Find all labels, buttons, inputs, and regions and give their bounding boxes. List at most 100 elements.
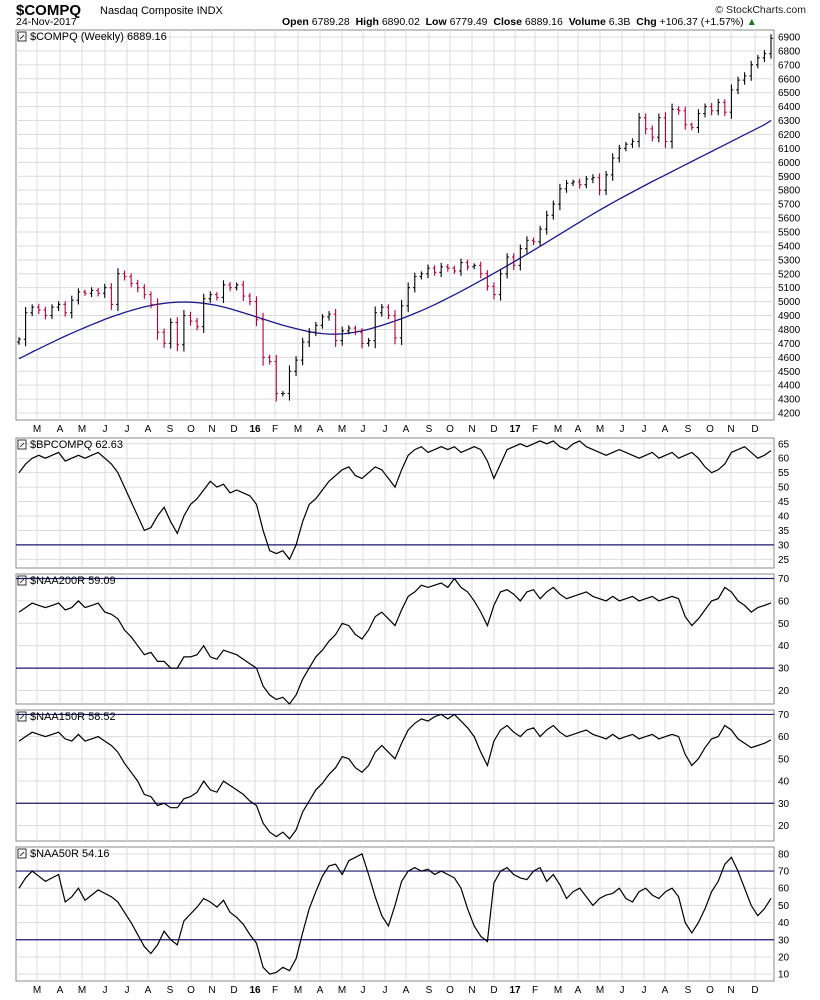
site-credit[interactable]: © StockCharts.com [715,4,806,16]
price-bar [142,284,147,299]
y-tick-label: 30 [778,664,790,675]
x-tick-label: D [751,985,758,996]
price-bar [577,178,582,189]
price-bar [604,171,608,195]
panel-frame [15,709,775,842]
y-tick-label: 50 [778,619,790,630]
x-tick-label: J [620,424,625,435]
price-bar [274,354,279,402]
y-tick-label: 4800 [778,325,801,336]
price-bar [386,304,391,320]
price-bar [696,109,701,133]
y-tick-label: 5000 [778,297,801,308]
price-bar [459,258,463,276]
y-tick-label: 6400 [778,102,801,113]
price-bar [716,98,721,116]
y-tick-label: 5400 [778,241,801,252]
price-bar [182,310,186,352]
price-bar [584,176,589,189]
price-bar [419,271,424,280]
price-bar [267,354,272,365]
price-bar [551,200,556,220]
price-bar [670,103,674,149]
panel-legend: $NAA150R 58.52 [17,711,116,723]
up-arrow-icon: ▲ [746,16,757,28]
low-label: Low [425,16,447,28]
price-bar [294,356,298,377]
x-tick-label: A [317,985,324,996]
y-tick-label: 50 [778,483,790,494]
price-bar [630,138,635,148]
legend-label: $NAA150R 58.52 [30,711,116,723]
y-tick-label: 35 [778,526,790,537]
price-bar [188,311,193,326]
price-bar [129,273,133,288]
x-tick-label: D [490,985,497,996]
y-tick-label: 5200 [778,269,801,280]
price-bar [327,311,331,321]
y-tick-label: 70 [778,867,790,878]
price-bar [83,289,87,296]
y-tick-label: 4500 [778,367,801,378]
price-bar [116,268,120,312]
x-tick-label: F [272,424,278,435]
high-value: 6890.02 [381,16,420,28]
y-tick-label: 4900 [778,311,801,322]
price-bar [69,295,74,319]
legend-label: $COMPQ (Weekly) 6889.16 [30,31,167,43]
price-bar [175,317,180,352]
x-tick-label: J [642,424,647,435]
x-tick-label: J [642,985,647,996]
quote-summary: Open 6789.28 High 6890.02 Low 6779.49 Cl… [282,16,757,28]
x-tick-label: A [317,424,324,435]
x-tick-label: M [294,985,302,996]
x-tick-label: A [403,424,410,435]
x-tick-label: J [383,985,388,996]
price-bar [657,113,661,143]
x-tick-label: S [167,985,174,996]
x-tick-label: A [145,424,152,435]
price-bar [281,391,285,397]
y-tick-label: 10 [778,970,790,981]
panel-indicator-4: 10 20 30 40 50 60 70 80 $NAA50R 54.16 [15,846,790,982]
y-tick-label: 70 [778,574,790,585]
y-tick-label: 55 [778,468,790,479]
price-bar [492,282,496,300]
indicator-line [18,577,772,705]
price-bar [736,76,740,95]
x-tick-label: S [167,424,174,435]
price-bar [261,312,265,366]
price-bar [498,268,503,301]
y-tick-label: 6000 [778,158,801,169]
y-tick-label: 5900 [778,172,801,183]
x-tick-label: D [490,424,497,435]
price-bar [452,265,457,274]
x-tick-label: O [187,985,195,996]
price-bar [23,307,28,347]
price-bar [340,326,345,346]
volume-label: Volume [568,16,606,28]
x-tick-label: N [468,985,475,996]
price-bar [729,84,734,119]
x-tick-label: O [446,424,454,435]
price-bar [300,337,305,366]
x-axis-bottom: M A M J J A S O N D 16 F M A M J J A S O N D 17 F M A M J J A S O N D [33,985,759,996]
price-bar [333,308,338,347]
price-bar [287,365,292,401]
x-tick-label: A [57,424,64,435]
y-tick-label: 60 [778,596,790,607]
y-tick-label: 60 [778,884,790,895]
ticker-symbol: $COMPQ [16,2,82,19]
panel-frame [15,29,775,421]
x-tick-label: J [620,985,625,996]
price-bar [215,292,219,301]
x-tick-label: J [125,985,130,996]
price-bar [208,291,213,303]
price-bar [643,113,648,135]
y-tick-label: 5700 [778,200,801,211]
price-bar [109,283,114,310]
price-bar [544,210,549,235]
panel-indicator-3: 20 30 40 50 60 70 $NAA150R 58.52 [15,709,790,842]
indicator-line [18,440,772,561]
price-bar [412,272,417,293]
